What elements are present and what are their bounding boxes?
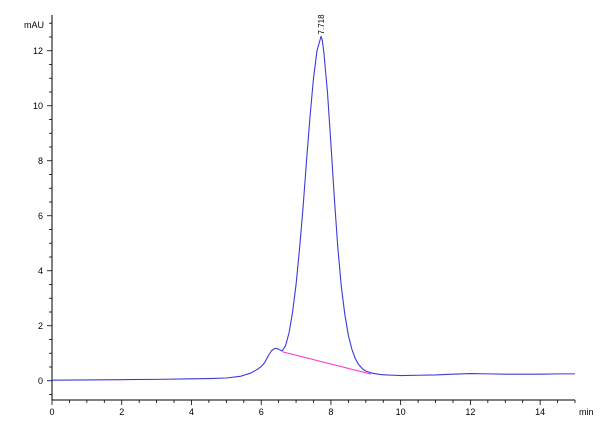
x-axis-unit-label: min xyxy=(579,407,594,417)
y-axis-unit-label: mAU xyxy=(24,20,44,30)
x-tick-label: 6 xyxy=(259,407,264,417)
x-tick-label: 8 xyxy=(328,407,333,417)
x-tick-label: 10 xyxy=(396,407,406,417)
x-tick-label: 4 xyxy=(189,407,194,417)
peak-retention-label: 7.718 xyxy=(317,14,326,35)
y-tick-label: 6 xyxy=(38,211,43,221)
series xyxy=(51,35,575,381)
y-tick-label: 8 xyxy=(38,156,43,166)
y-tick-label: 10 xyxy=(33,101,43,111)
y-tick-label: 0 xyxy=(38,376,43,386)
x-tick-label: 2 xyxy=(119,407,124,417)
y-tick-label: 4 xyxy=(38,266,43,276)
y-tick-label: 2 xyxy=(38,321,43,331)
x-tick-label: 0 xyxy=(49,407,54,417)
x-tick-label: 12 xyxy=(465,407,475,417)
y-tick-label: 12 xyxy=(33,46,43,56)
axes: 0 2 4 6 8 10 12 0 2 4 6 8 10 12 14 mAU min xyxy=(24,15,594,417)
series-line xyxy=(51,35,575,381)
peak-annotations: 7.718 xyxy=(317,14,326,35)
integration-baseline xyxy=(282,351,372,375)
baseline-segment xyxy=(282,351,372,375)
x-tick-label: 14 xyxy=(535,407,545,417)
